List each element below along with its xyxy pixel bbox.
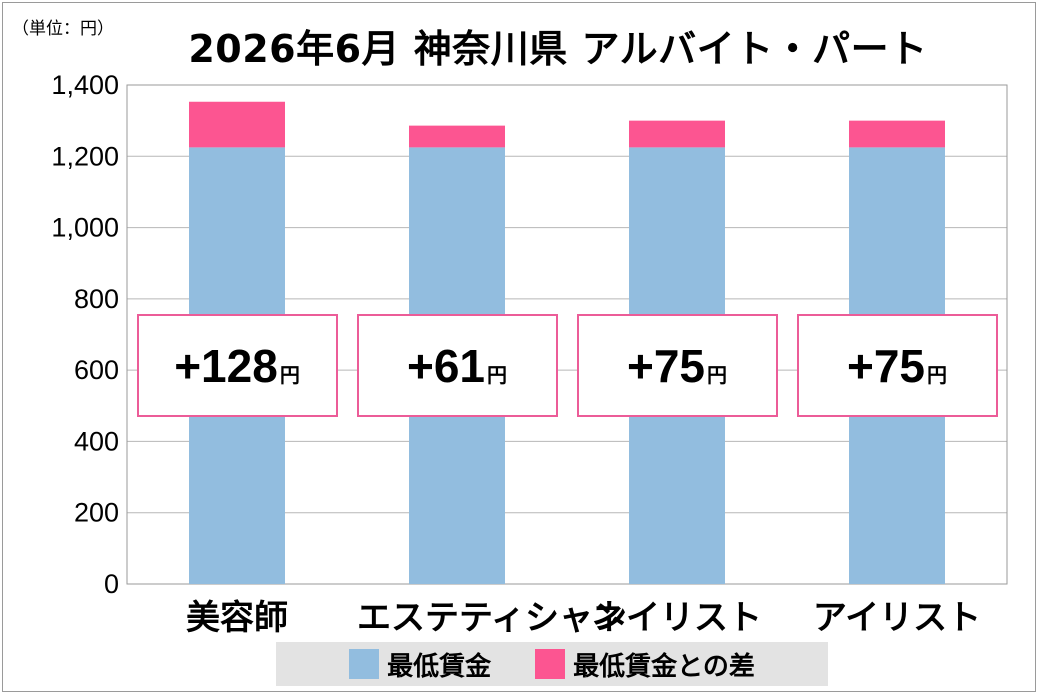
bar-difference [189,101,285,148]
unit-label: （単位：円） [12,19,114,39]
difference-value: +75 [846,339,926,392]
difference-callout: +75 円 [796,314,998,417]
difference-unit: 円 [927,363,948,387]
legend-label-minimum-wage: 最低賃金 [387,651,492,682]
difference-callout: +128 円 [136,314,338,417]
y-tick-label: 600 [74,355,119,385]
legend-swatch-difference [535,649,566,679]
plot-border [126,84,1008,585]
legend-item-difference: 最低賃金との差 [535,646,755,683]
difference-callout: +75 円 [576,314,778,417]
bar-difference [849,120,945,148]
x-tick-label: エステティシャン [357,598,627,638]
chart-title: 2026年6月 神奈川県 アルバイト・パート [188,27,928,71]
difference-unit: 円 [707,363,728,387]
difference-callout: +61 円 [356,314,558,417]
y-tick-label: 400 [74,426,119,456]
legend-label-difference: 最低賃金との差 [573,651,755,682]
bar-difference [629,120,725,148]
bar-difference [409,125,505,148]
x-tick-label: ネイリスト [592,598,762,638]
y-tick-label: 200 [74,498,119,528]
y-tick-label: 1,400 [51,70,119,100]
legend: 最低賃金 最低賃金との差 [276,642,828,686]
difference-unit: 円 [487,363,508,387]
difference-value: +61 [406,339,486,392]
difference-unit: 円 [279,363,300,387]
difference-value: +128 [174,339,278,392]
y-tick-label: 1,200 [51,141,119,171]
y-tick-label: 1,000 [51,213,119,243]
y-tick-label: 0 [104,569,119,599]
y-tick-label: 800 [74,284,119,314]
x-tick-label: 美容師 [186,598,288,638]
legend-swatch-minimum-wage [349,649,380,679]
x-tick-label: アイリスト [812,598,982,638]
difference-value: +75 [626,339,706,392]
legend-item-minimum-wage: 最低賃金 [349,646,491,683]
